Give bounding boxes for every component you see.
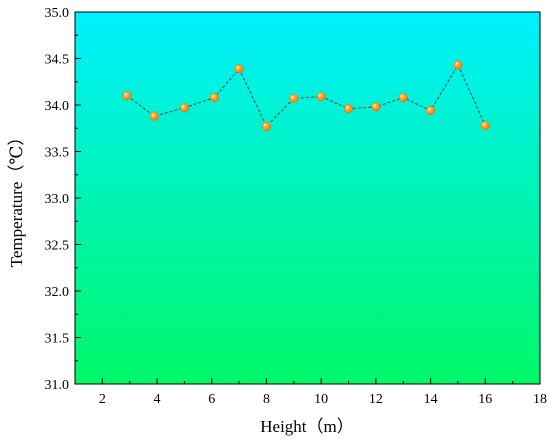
y-tick-label: 33.0	[45, 192, 70, 207]
y-tick-label: 33.5	[45, 146, 70, 161]
x-tick-label: 10	[314, 392, 328, 407]
data-point	[179, 103, 189, 113]
data-point	[209, 93, 219, 103]
data-point	[261, 121, 271, 131]
plot-frame	[74, 11, 541, 385]
data-point	[344, 104, 354, 114]
data-point	[289, 93, 299, 103]
data-point	[426, 106, 436, 116]
y-tick-label: 31.0	[45, 378, 70, 393]
x-axis-title: Height（m）	[260, 417, 354, 436]
plot-background	[75, 12, 540, 384]
data-point	[453, 60, 463, 70]
y-tick-label: 34.5	[45, 53, 70, 68]
y-tick-label: 31.5	[45, 332, 70, 347]
data-point	[316, 92, 326, 102]
x-tick-label: 6	[208, 392, 215, 407]
data-point	[371, 102, 381, 112]
x-tick-label: 18	[533, 392, 547, 407]
data-point	[398, 93, 408, 103]
y-axis-title: Temperature（℃）	[7, 129, 26, 268]
data-point	[234, 64, 244, 74]
x-tick-label: 2	[99, 392, 106, 407]
x-tick-label: 14	[424, 392, 438, 407]
y-tick-label: 35.0	[45, 6, 70, 21]
data-point	[122, 91, 132, 101]
x-tick-label: 4	[154, 392, 161, 407]
y-tick-label: 32.0	[45, 285, 70, 300]
y-tick-label: 32.5	[45, 239, 70, 254]
series-line	[126, 64, 486, 128]
data-point	[149, 111, 159, 121]
y-tick-label: 34.0	[45, 99, 70, 114]
x-tick-label: 8	[263, 392, 270, 407]
data-point	[480, 120, 490, 130]
x-tick-label: 12	[369, 392, 383, 407]
x-tick-label: 16	[478, 392, 492, 407]
